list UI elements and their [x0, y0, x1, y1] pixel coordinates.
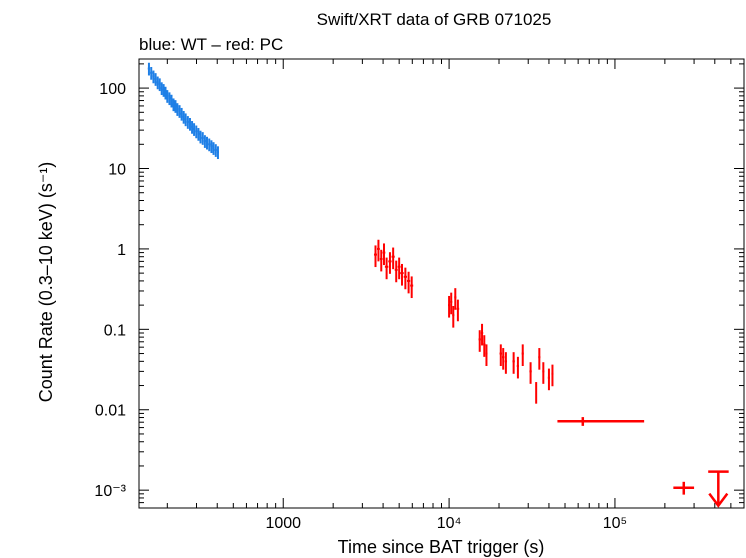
- y-tick-label: 0.1: [104, 322, 126, 339]
- pc-upper-limit-arrowhead: [708, 492, 729, 508]
- x-tick-label: 1000: [265, 515, 301, 532]
- y-axis-label: Count Rate (0.3–10 keV) (s⁻¹): [36, 162, 56, 403]
- plot-frame: [138, 58, 745, 509]
- y-tick-label: 1: [117, 242, 126, 259]
- x-axis-label: Time since BAT trigger (s): [338, 537, 545, 557]
- y-tick-label: 10: [108, 162, 126, 179]
- axis-ticks: [139, 59, 745, 509]
- y-tick-label: 0.01: [95, 403, 126, 420]
- tick-labels: 1000 10⁴ 10⁵ 100 10 1 0.1 0.01 10⁻³: [94, 81, 627, 532]
- x-tick-label: 10⁴: [437, 515, 462, 532]
- series-pc: [373, 239, 729, 508]
- y-tick-label: 10⁻³: [94, 483, 126, 500]
- chart-title: Swift/XRT data of GRB 071025: [317, 10, 552, 29]
- x-tick-label: 10⁵: [603, 515, 627, 532]
- series-wt: [147, 62, 220, 160]
- chart-subtitle: blue: WT – red: PC: [139, 35, 283, 54]
- y-tick-label: 100: [99, 81, 126, 98]
